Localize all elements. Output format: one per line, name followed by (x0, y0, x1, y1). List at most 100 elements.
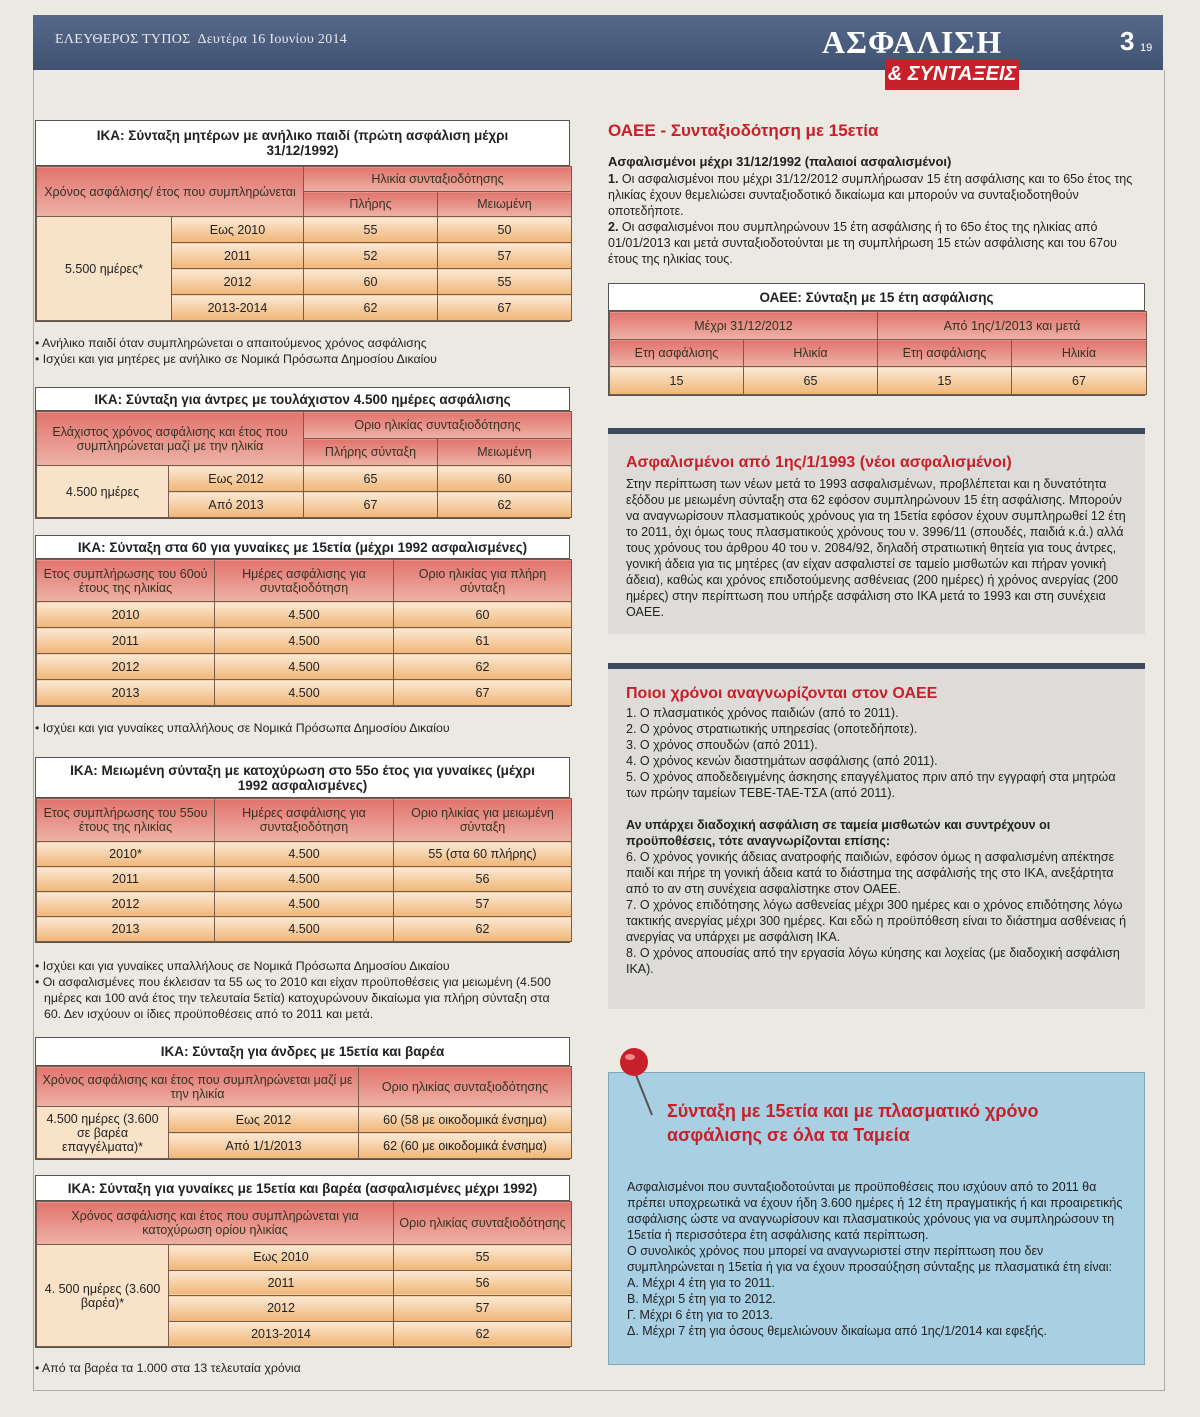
table-grid: Χρόνος ασφάλισης και έτος που συμπληρώνε… (35, 1066, 573, 1159)
header-cell: Πλήρης (303, 191, 438, 217)
note: Από τα βαρέα τα 1.000 στα 13 τελευταία χ… (35, 1360, 570, 1376)
item: 6. Ο χρόνος γονικής άδειας ανατροφής παι… (626, 850, 1115, 896)
cell: 62 (60 με οικοδομικά ένσημα) (358, 1132, 573, 1159)
cell: 67 (437, 294, 572, 321)
item-number: 2. (608, 220, 619, 234)
cell: 67 (393, 679, 572, 706)
body-row: 2010 4.500 60 (36, 601, 572, 628)
page-number: 3 (1120, 26, 1135, 56)
header-row: Χρόνος ασφάλισης και έτος που συμπληρώνε… (35, 1066, 573, 1107)
item: 2. Οι ασφαλισμένοι που συμπληρώνουν 15 έ… (608, 219, 1145, 267)
cell: 4.500 (214, 916, 394, 942)
group-cell: 5.500 ημέρες* (36, 216, 172, 321)
masthead: ΕΛΕΥΘΕΡΟΣ ΤΥΠΟΣ Δευτέρα 16 Ιουνίου 2014 (55, 32, 347, 48)
cell: 62 (303, 294, 438, 321)
items: 1. Ο πλασματικός χρόνος παιδιών (από το … (626, 705, 1127, 977)
cell: 2011 (36, 627, 215, 654)
table: ΙΚΑ: Μειωμένη σύνταξη με κατοχύρωση στο … (35, 757, 572, 943)
cell: 52 (303, 242, 438, 269)
item: 5. Ο χρόνος αποδεδειγμένης άσκησης επαγγ… (626, 770, 1116, 800)
paragraph: Ο συνολικός χρόνος που μπορεί να αναγνωρ… (627, 1244, 1113, 1274)
group-cell: 4.500 ημέρες (36, 465, 169, 518)
cell: 61 (393, 627, 572, 654)
subheading: Αν υπάρχει διαδοχική ασφάλιση σε ταμεία … (626, 818, 1051, 848)
header-row: Ελάχιστος χρόνος ασφάλισης και έτος που … (36, 411, 573, 466)
body-row: 4.500 ημέρες Εως 2012 65 60 (36, 465, 573, 518)
box-text: Ασφαλισμένοι που συνταξιοδοτούνται με πρ… (627, 1179, 1126, 1339)
header-row: Πλήρης σύνταξη Μειωμένη (37, 438, 573, 466)
cell: 2013-2014 (167, 1320, 395, 1347)
cell: 55 (393, 1244, 573, 1271)
body-row: 2013 4.500 62 (36, 916, 572, 942)
paragraph: Ασφαλισμένοι που συνταξιοδοτούνται με πρ… (627, 1180, 1123, 1242)
item: 2. Ο χρόνος στρατιωτικής υπηρεσίας (οποτ… (626, 722, 918, 736)
note: Ισχύει και για μητέρες με ανήλικο σε Νομ… (35, 351, 570, 367)
cell: 2013 (36, 916, 215, 942)
body-row: 2011 4.500 56 (36, 866, 572, 892)
header-cell: Ημέρες ασφάλισης για συνταξιοδότηση (214, 559, 394, 602)
item-number: 1. (608, 172, 619, 186)
item: 3. Ο χρόνος σπουδών (από 2011). (626, 738, 818, 752)
table-title: ΙΚΑ: Μειωμένη σύνταξη με κατοχύρωση στο … (36, 758, 569, 798)
notes: Ισχύει και για γυναίκες υπαλλήλους σε Νο… (35, 958, 570, 1022)
cell: 67 (1011, 366, 1147, 395)
cell: 4.500 (214, 891, 394, 917)
header-cell: Μέχρι 31/12/2012 (609, 311, 878, 340)
item: Β. Μέχρι 5 έτη για το 2012. (627, 1292, 776, 1306)
body-row: 2013-2014 62 (37, 1320, 573, 1347)
table-grid: Χρόνος ασφάλισης/ έτος που συμπληρώνεται… (36, 166, 572, 321)
cell: 62 (436, 491, 573, 518)
section-title: Ασφαλισμένοι από 1ης/1/1993 (νέοι ασφαλι… (626, 454, 1012, 471)
item: Δ. Μέχρι 7 έτη για όσους θεμελιώνουν δικ… (627, 1324, 1047, 1338)
cell: Από 2013 (168, 491, 304, 518)
header-cell: Μειωμένη (437, 191, 572, 217)
cell: 2013-2014 (171, 294, 304, 321)
note: Ανήλικο παιδί όταν συμπληρώνεται ο απαιτ… (35, 335, 570, 351)
cell: 60 (393, 601, 572, 628)
cell: 56 (393, 1269, 573, 1296)
cell: 55 (στα 60 πλήρης) (393, 841, 572, 867)
cell: 50 (437, 216, 572, 243)
item-text: Οι ασφαλισμένοι που συμπληρώνουν 15 έτη … (608, 220, 1117, 266)
info-box: Σύνταξη με 15ετία και με πλασματικό χρόν… (608, 1072, 1145, 1365)
table-title: ΙΚΑ: Σύνταξη στα 60 για γυναίκες με 15ετ… (36, 536, 569, 559)
cell: 65 (303, 465, 438, 492)
pin-icon (620, 1048, 653, 1116)
header-cell: Ετος συμπλήρωσης του 60ού έτους της ηλικ… (36, 559, 215, 602)
body-row: 4.500 ημέρες (3.600 σε βαρέα επαγγέλματα… (36, 1106, 573, 1159)
cell: 4.500 (214, 866, 394, 892)
cell: 57 (393, 1295, 573, 1322)
paragraph: Στην περίπτωση των νέων μετά το 1993 ασφ… (626, 477, 1126, 619)
header-cell: Πλήρης σύνταξη (303, 438, 438, 466)
frame (33, 70, 1165, 1391)
header-cell: Ηλικία (743, 339, 878, 367)
header-cell: Ηλικία συνταξιοδότησης (303, 166, 572, 192)
header-row: Ετος συμπλήρωσης του 60ού έτους της ηλικ… (36, 559, 572, 602)
header-cell: Οριο ηλικίας συνταξιοδότησης (393, 1201, 573, 1245)
header-cell: Χρόνος ασφάλισης και έτος που συμπληρώνε… (35, 1066, 360, 1107)
cell: 4.500 (214, 627, 394, 654)
table-grid: Χρόνος ασφάλισης και έτος που συμπληρώνε… (35, 1201, 573, 1347)
table: ΙΚΑ: Σύνταξη για άνδρες με 15ετία και βα… (35, 1037, 573, 1160)
cell: 2012 (36, 653, 215, 680)
table-title: ΙΚΑ: Σύνταξη μητέρων με ανήλικο παιδί (π… (36, 121, 569, 166)
group-cell: 4.500 ημέρες (3.600 σε βαρέα επαγγέλματα… (36, 1106, 169, 1159)
cell: Εως 2010 (171, 216, 304, 243)
cell: 62 (393, 653, 572, 680)
cell: 4.500 (214, 841, 394, 867)
cell: 62 (393, 1320, 573, 1347)
item-text: Οι ασφαλισμένοι που μέχρι 31/12/2012 συμ… (608, 172, 1133, 218)
header-cell: Χρόνος ασφάλισης και έτος που συμπληρώνε… (35, 1201, 395, 1245)
table-grid: Ετος συμπλήρωσης του 55ου έτους της ηλικ… (36, 798, 572, 942)
cell: 57 (437, 242, 572, 269)
cell: 56 (393, 866, 572, 892)
date: Δευτέρα 16 Ιουνίου 2014 (197, 32, 348, 47)
box-title: Σύνταξη με 15ετία και με πλασματικό χρόν… (667, 1101, 1039, 1145)
item: 7. Ο χρόνος επιδότησης λόγω ασθενείας μέ… (626, 898, 1127, 944)
body-row: 2010* 4.500 55 (στα 60 πλήρης) (36, 841, 572, 867)
cell: 2013 (36, 679, 215, 706)
header-cell: Μειωμένη (436, 438, 573, 466)
table-grid: Ελάχιστος χρόνος ασφάλισης και έτος που … (36, 411, 573, 518)
body-row: 2011 52 57 (37, 242, 572, 269)
